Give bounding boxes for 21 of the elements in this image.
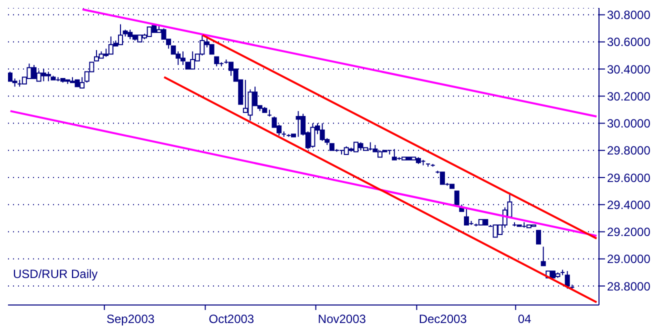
y-tick-label: 30.8000 [607,8,651,22]
x-tick-label: Dec2003 [418,312,468,326]
x-tick-label: Nov2003 [318,312,366,326]
candlestick [536,230,542,244]
candlestick [564,270,570,290]
y-tick-label: 28.8000 [607,279,651,294]
y-tick-label: 29.0000 [607,252,651,266]
candlestick [214,56,220,67]
y-tick-label: 29.2000 [607,225,651,240]
x-tick-label: Sep2003 [106,312,155,326]
y-tick-label: 30.4000 [607,62,651,76]
x-tick-label: 04 [518,312,532,326]
y-tick-label: 29.6000 [607,170,651,185]
y-tick-label: 29.8000 [607,144,651,158]
candlestick [540,246,546,266]
y-tick-label: 30.6000 [607,35,651,50]
x-tick-label: Oct2003 [208,312,254,326]
y-tick-label: 30.0000 [607,116,651,131]
y-tick-label: 30.2000 [607,89,651,104]
y-tick-label: 29.4000 [607,198,651,212]
annotation: USD/RUR Daily [13,267,98,281]
